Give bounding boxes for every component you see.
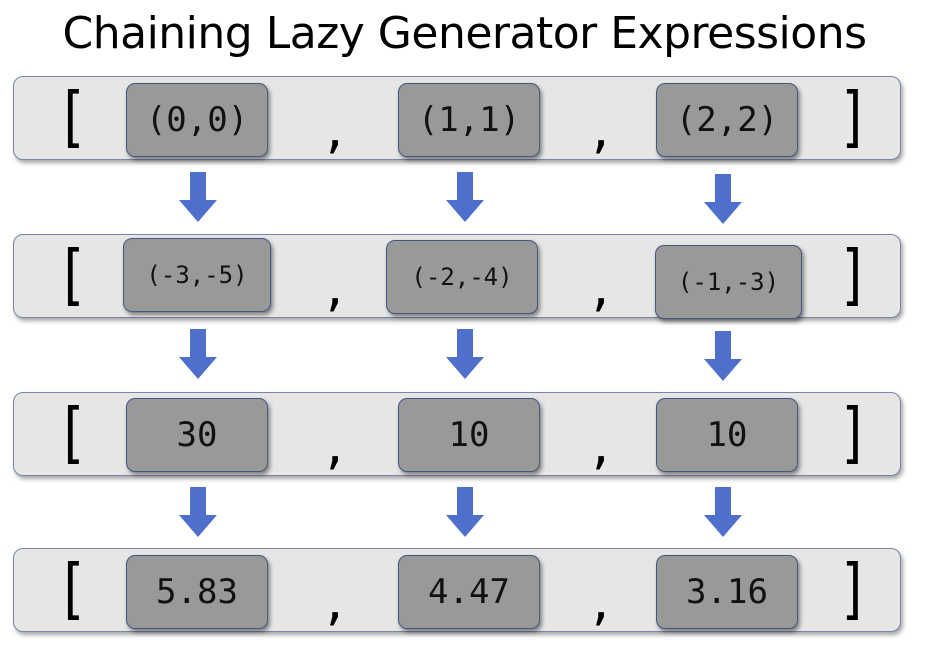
down-arrow-icon: [704, 174, 742, 224]
cell-1-3: (2,2): [656, 83, 798, 157]
down-arrow-icon: [179, 487, 217, 537]
row-4: [ 5.83 , 4.47 , 3.16 ]: [13, 548, 901, 632]
down-arrow-icon: [446, 172, 484, 222]
cell-3-2: 10: [398, 398, 540, 472]
comma-separator: ,: [321, 262, 349, 316]
close-bracket: ]: [837, 236, 870, 313]
down-arrow-icon: [704, 331, 742, 381]
comma-separator: ,: [587, 262, 615, 316]
open-bracket: [: [55, 394, 88, 471]
cell-2-1: (-3,-5): [123, 238, 271, 312]
row-3: [ 30 , 10 , 10 ]: [13, 392, 901, 476]
cell-2-2: (-2,-4): [386, 240, 538, 314]
comma-separator: ,: [587, 576, 615, 630]
cell-2-3: (-1,-3): [655, 245, 802, 319]
down-arrow-icon: [179, 329, 217, 379]
down-arrow-icon: [704, 487, 742, 537]
down-arrow-icon: [179, 172, 217, 222]
cell-1-2: (1,1): [398, 83, 540, 157]
close-bracket: ]: [837, 394, 870, 471]
cell-4-1: 5.83: [126, 555, 268, 629]
page-title: Chaining Lazy Generator Expressions: [62, 8, 868, 59]
open-bracket: [: [55, 236, 88, 313]
down-arrow-icon: [446, 487, 484, 537]
row-1: [ (0,0) , (1,1) , (2,2) ]: [13, 76, 901, 160]
cell-1-1: (0,0): [126, 83, 268, 157]
comma-separator: ,: [321, 104, 349, 158]
comma-separator: ,: [587, 420, 615, 474]
cell-3-1: 30: [126, 398, 268, 472]
close-bracket: ]: [837, 78, 870, 155]
down-arrow-icon: [446, 329, 484, 379]
row-2: [ (-3,-5) , (-2,-4) , (-1,-3) ]: [13, 234, 901, 319]
cell-4-2: 4.47: [398, 555, 540, 629]
comma-separator: ,: [321, 576, 349, 630]
close-bracket: ]: [837, 550, 870, 627]
open-bracket: [: [55, 78, 88, 155]
cell-3-3: 10: [656, 398, 798, 472]
comma-separator: ,: [587, 104, 615, 158]
open-bracket: [: [55, 550, 88, 627]
comma-separator: ,: [321, 420, 349, 474]
cell-4-3: 3.16: [656, 555, 798, 629]
